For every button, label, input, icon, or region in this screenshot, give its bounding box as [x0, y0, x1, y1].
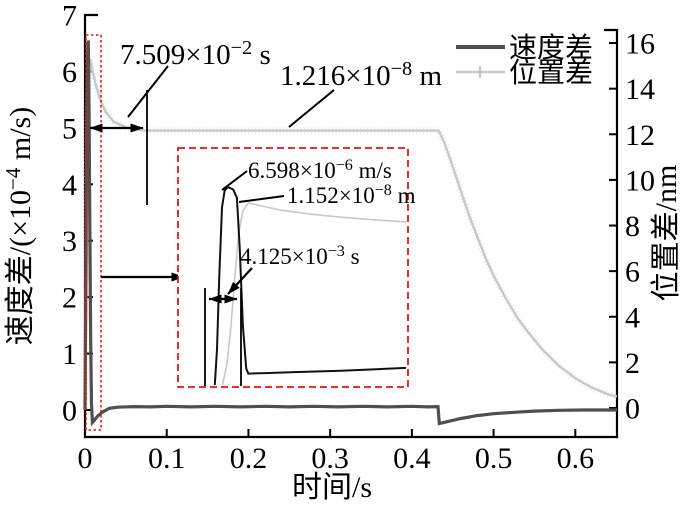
- inset-velocity-peak-annotation: 6.598×10−6 m/s: [248, 157, 392, 183]
- inset-velocity-curve: [213, 185, 407, 386]
- velocity-curve: [83, 40, 617, 427]
- x-axis-label: 时间/s: [292, 471, 372, 504]
- y-right-axis-ticks: 0 2 4 6 8 10 12 14 16: [609, 28, 655, 426]
- x-tick-label: 0.3: [311, 442, 349, 475]
- x-tick-label: 0.5: [475, 442, 513, 475]
- inset-panel: 6.598×10−6 m/s 1.152×10−8 m 4.125×10−3 s: [177, 147, 416, 388]
- y-left-tick-label: 0: [62, 395, 77, 428]
- x-tick-label: 0: [78, 442, 93, 475]
- y-left-tick-label: 2: [62, 282, 77, 315]
- inset-position-value-annotation: 1.152×10−8 m: [287, 182, 416, 208]
- y-left-tick-label: 3: [62, 225, 77, 258]
- y-left-tick-label: 4: [62, 169, 77, 202]
- x-tick-label: 0.6: [557, 442, 595, 475]
- legend-label-velocity: 速度差: [509, 32, 593, 64]
- inset-position-pointer: [238, 195, 285, 203]
- y-right-tick-label: 6: [625, 256, 640, 289]
- inset-pulse-width-annotation: 4.125×10−3 s: [240, 243, 360, 269]
- y-left-tick-label: 1: [62, 338, 77, 371]
- y-right-tick-label: 0: [625, 393, 640, 426]
- settling-time-annotation: 7.509×10−2 s: [120, 37, 271, 71]
- position-value-annotation: 1.216×10−8 m: [280, 58, 442, 92]
- legend: 速度差 位置差: [456, 32, 593, 89]
- y-left-tick-label: 6: [62, 56, 77, 89]
- y-right-axis-line: [603, 28, 619, 439]
- y-right-tick-label: 4: [625, 301, 640, 334]
- legend-label-position: 位置差: [509, 57, 593, 89]
- y-left-tick-label: 7: [62, 0, 77, 32]
- y-left-axis-label: 速度差/(×10−4 m/s): [1, 107, 37, 345]
- y-right-axis-label: 位置差/nm: [650, 165, 683, 302]
- position-curve: [83, 58, 618, 409]
- series-curves: [81, 40, 618, 427]
- y-right-tick-label: 12: [625, 119, 655, 152]
- y-left-tick-label: 5: [62, 112, 77, 145]
- x-tick-label: 0.1: [148, 442, 186, 475]
- position-value-annotation-group: 1.216×10−8 m: [280, 58, 442, 128]
- inset-pulse-pointer-arrow: [227, 267, 253, 295]
- legend-plus-marker: [474, 66, 486, 78]
- inset-position-curve: [221, 202, 407, 386]
- settling-time-measure: 7.509×10−2 s: [89, 37, 271, 205]
- x-axis-ticks: 0 0.1 0.2 0.3 0.4 0.5 0.6: [78, 429, 595, 475]
- y-right-tick-label: 16: [625, 28, 655, 61]
- y-right-tick-label: 8: [625, 210, 640, 243]
- x-tick-label: 0.2: [230, 442, 268, 475]
- transient-highlight-box: [85, 34, 102, 431]
- x-tick-label: 0.4: [393, 442, 431, 475]
- y-right-tick-label: 2: [625, 347, 640, 380]
- settling-pointer-line: [127, 65, 169, 118]
- y-right-tick-label: 14: [625, 73, 655, 106]
- inset-peak-pointer: [221, 170, 248, 191]
- y-right-tick-label: 10: [625, 164, 655, 197]
- position-pointer-line: [288, 89, 335, 128]
